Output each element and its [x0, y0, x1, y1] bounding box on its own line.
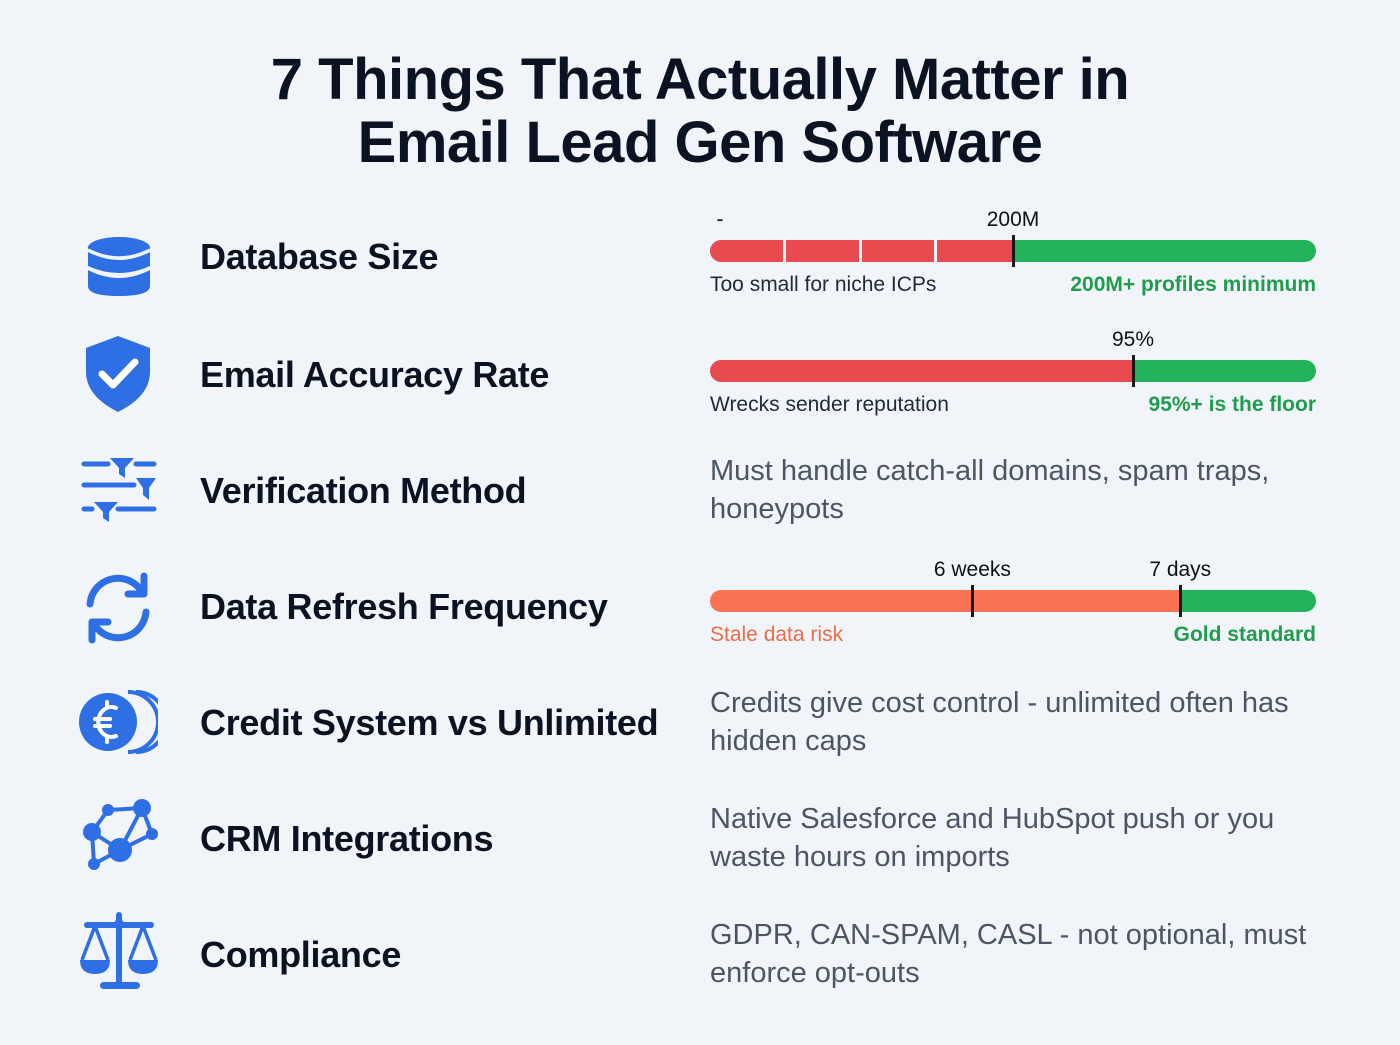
gauge-bar: [710, 240, 1316, 262]
refresh-icon: [78, 568, 158, 648]
criterion-verification-method: Verification Method Must handle catch-al…: [0, 434, 1400, 550]
gauge-segment-bad: [710, 240, 786, 262]
scales-icon: [78, 910, 158, 990]
criterion-label: Database Size: [200, 236, 439, 277]
network-nodes-icon: [78, 796, 158, 876]
criterion-credit-system: Credit System vs Unlimited Credits give …: [0, 666, 1400, 782]
criterion-description: Credits give cost control - unlimited of…: [710, 687, 1289, 757]
gauge-segment-bad: [937, 240, 1013, 262]
gauge-segment-bad: [710, 360, 1133, 382]
page-title: 7 Things That Actually Matter in Email L…: [0, 48, 1400, 174]
gauge-right-label: Gold standard: [1173, 623, 1316, 646]
gauge-segment-bad: [785, 240, 862, 262]
criterion-label: Compliance: [200, 934, 402, 975]
shield-check-icon: [78, 334, 158, 414]
gauge-tick-label: 7 days: [1149, 558, 1212, 581]
gauge-segment-warn: [710, 590, 1181, 612]
gauge-tick-label: 200M: [986, 208, 1040, 231]
gauge-left-label: Wrecks sender reputation: [710, 393, 949, 416]
criterion-label: CRM Integrations: [200, 818, 494, 859]
criterion-database-size: Database Size - 200M Too small for niche…: [0, 200, 1400, 316]
criterion-label: Email Accuracy Rate: [200, 354, 550, 395]
gauge-right-label: 95%+ is the floor: [1148, 393, 1316, 416]
criterion-label: Credit System vs Unlimited: [200, 702, 659, 743]
gauge-left-label: Too small for niche ICPs: [710, 273, 937, 296]
gauge-start-label: -: [716, 208, 724, 231]
database-size-gauge: - 200M Too small for niche ICPs 200M+ pr…: [710, 200, 1316, 300]
gauge-marker: [1131, 355, 1135, 387]
criterion-label: Verification Method: [200, 470, 527, 511]
criterion-description: GDPR, CAN-SPAM, CASL - not optional, mus…: [710, 919, 1307, 989]
criterion-data-refresh-frequency: Data Refresh Frequency 6 weeks 7 days St…: [0, 550, 1400, 666]
filter-sliders-icon: [78, 450, 158, 530]
gauge-segment-good: [1180, 590, 1316, 612]
criterion-email-accuracy-rate: Email Accuracy Rate 95% Wrecks sender re…: [0, 318, 1400, 434]
gauge-left-label: Stale data risk: [710, 623, 844, 646]
data-refresh-gauge: 6 weeks 7 days Stale data risk Gold stan…: [710, 550, 1316, 650]
criterion-description: Native Salesforce and HubSpot push or yo…: [710, 803, 1275, 873]
criterion-compliance: Compliance GDPR, CAN-SPAM, CASL - not op…: [0, 898, 1400, 1014]
criterion-label: Data Refresh Frequency: [200, 586, 608, 627]
gauge-bar: [710, 590, 1316, 612]
title-line-2: Email Lead Gen Software: [357, 110, 1043, 175]
criterion-crm-integrations: CRM Integrations Native Salesforce and H…: [0, 782, 1400, 898]
criterion-description: Must handle catch-all domains, spam trap…: [710, 455, 1270, 525]
euro-coins-icon: [78, 682, 158, 762]
gauge-segment-good: [1132, 360, 1316, 382]
title-line-1: 7 Things That Actually Matter in: [270, 47, 1130, 112]
email-accuracy-gauge: 95% Wrecks sender reputation 95%+ is the…: [710, 320, 1316, 420]
gauge-tick-label: 6 weeks: [933, 558, 1011, 581]
gauge-segment-bad: [861, 240, 938, 262]
gauge-marker: [971, 585, 975, 617]
gauge-marker: [1012, 235, 1015, 267]
gauge-tick-label: 95%: [1111, 328, 1154, 351]
gauge-right-label: 200M+ profiles minimum: [1070, 273, 1316, 296]
gauge-bar: [710, 360, 1316, 382]
gauge-segment-good: [1013, 240, 1316, 262]
database-icon: [78, 218, 158, 298]
gauge-marker: [1179, 585, 1183, 617]
